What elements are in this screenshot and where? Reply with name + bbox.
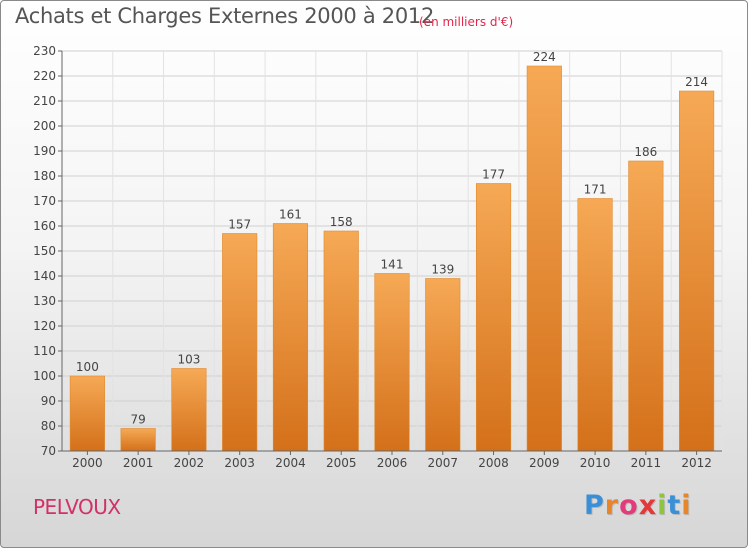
bar — [475, 183, 512, 452]
bar-value-label: 177 — [482, 168, 505, 182]
x-tick-label: 2012 — [681, 456, 712, 470]
x-tick-label: 2010 — [580, 456, 611, 470]
bar — [171, 368, 207, 452]
logo-letter: x — [638, 490, 658, 521]
x-tick-label: 2009 — [529, 456, 560, 470]
bar — [120, 428, 156, 452]
x-tick-label: 2002 — [174, 456, 205, 470]
logo-letter: o — [619, 490, 639, 521]
bar-value-label: 103 — [177, 353, 200, 367]
y-tick-label: 210 — [33, 94, 56, 108]
bar-value-label: 161 — [279, 208, 302, 222]
bar — [679, 90, 715, 452]
bar — [323, 230, 359, 452]
y-tick-label: 200 — [33, 119, 56, 133]
x-tick-label: 2004 — [275, 456, 306, 470]
y-tick-label: 90 — [41, 394, 56, 408]
y-tick-label: 160 — [33, 219, 56, 233]
bar — [526, 65, 562, 452]
logo-letter: i — [681, 490, 692, 521]
x-tick-label: 2003 — [224, 456, 255, 470]
logo-letter: P — [584, 490, 605, 521]
bar — [222, 233, 258, 452]
x-tick-label: 2007 — [427, 456, 458, 470]
y-tick-label: 220 — [33, 69, 56, 83]
chart-title: Achats et Charges Externes 2000 à 2012 — [15, 4, 435, 28]
chart-unit: (en milliers d'€) — [419, 15, 514, 29]
y-tick-label: 190 — [33, 144, 56, 158]
y-tick-label: 170 — [33, 194, 56, 208]
bar-value-label: 158 — [330, 215, 353, 229]
x-tick-label: 2006 — [377, 456, 408, 470]
y-tick-label: 100 — [33, 369, 56, 383]
bar — [628, 160, 664, 452]
bar — [425, 278, 461, 452]
logo-letter: r — [604, 490, 620, 521]
y-tick-label: 80 — [41, 419, 56, 433]
bar-value-label: 224 — [533, 50, 556, 64]
commune-name: PELVOUX — [33, 495, 121, 519]
bar-value-label: 100 — [76, 360, 99, 374]
y-tick-label: 150 — [33, 244, 56, 258]
bar-value-label: 186 — [634, 145, 657, 159]
bar-value-label: 171 — [584, 183, 607, 197]
y-tick-label: 140 — [33, 269, 56, 283]
x-tick-label: 2001 — [123, 456, 154, 470]
bar — [577, 198, 613, 452]
y-tick-label: 130 — [33, 294, 56, 308]
y-tick-label: 180 — [33, 169, 56, 183]
proxiti-logo: Proxiti — [584, 490, 692, 521]
y-tick-label: 120 — [33, 319, 56, 333]
bar — [69, 375, 105, 452]
bar — [272, 223, 309, 452]
bar-value-label: 157 — [228, 218, 251, 232]
y-tick-label: 110 — [33, 344, 56, 358]
x-tick-label: 2000 — [72, 456, 103, 470]
logo-letter: t — [667, 490, 682, 521]
bar-value-label: 214 — [685, 75, 708, 89]
y-tick-label: 230 — [33, 44, 56, 58]
x-tick-label: 2011 — [631, 456, 662, 470]
x-tick-label: 2008 — [478, 456, 509, 470]
y-tick-label: 70 — [41, 444, 56, 458]
logo-letter: i — [657, 490, 668, 521]
bar — [374, 273, 410, 452]
bar-value-label: 141 — [381, 258, 404, 272]
x-tick-label: 2005 — [326, 456, 357, 470]
bar-value-label: 139 — [431, 263, 454, 277]
bar-value-label: 79 — [131, 413, 146, 427]
